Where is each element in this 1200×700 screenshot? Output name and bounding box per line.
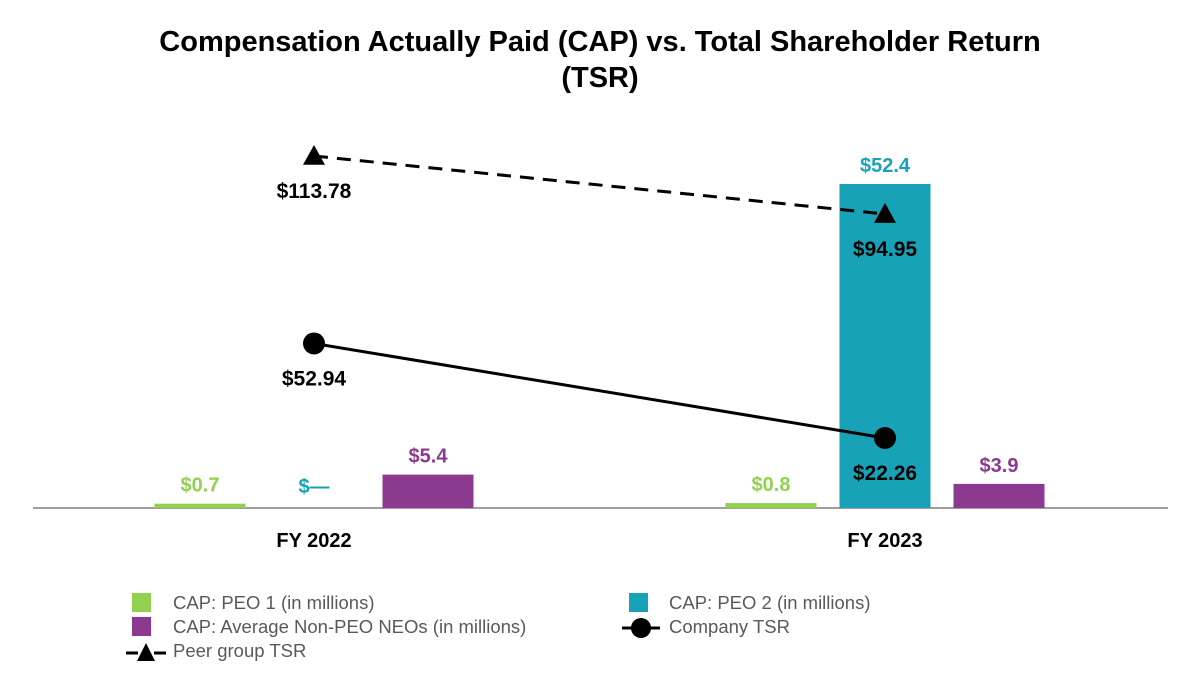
data-label-cap-peo-1-in-millions-fy-2022: $0.7 [181,475,220,497]
chart-title-line-2: (TSR) [561,62,639,94]
data-label-cap-peo-1-in-millions-fy-2023: $0.8 [752,474,791,496]
data-label-company-tsr-fy-2022: $52.94 [282,367,347,390]
data-label-company-tsr-fy-2023: $22.26 [853,462,917,485]
x-tick-label-fy-2023: FY 2023 [847,530,922,552]
data-label-cap-average-non-peo-neos-in-millions-fy-2023: $3.9 [980,455,1019,477]
data-label-cap-peo-2-in-millions-fy-2022: $— [298,476,329,498]
data-label-peer-group-tsr-fy-2023: $94.95 [853,238,918,261]
data-label-peer-group-tsr-fy-2022: $113.78 [277,180,352,203]
x-tick-label-fy-2022: FY 2022 [276,530,351,552]
bar-cap-average-non-peo-neos-in-millions-fy-2023 [953,483,1045,508]
line-peer-group-tsr [313,154,886,216]
data-label-cap-peo-2-in-millions-fy-2023: $52.4 [860,155,911,177]
chart-title-line-1: Compensation Actually Paid (CAP) vs. Tot… [159,26,1041,58]
marker-company-tsr-fy-2022 [303,332,325,355]
chart-title: Compensation Actually Paid (CAP) vs. Tot… [0,24,1200,96]
marker-peer-group-tsr-fy-2023 [874,203,896,223]
bar-cap-average-non-peo-neos-in-millions-fy-2022 [382,474,474,508]
marker-company-tsr-fy-2023 [874,427,896,449]
bar-cap-peo-1-in-millions-fy-2022 [154,503,246,508]
data-label-cap-average-non-peo-neos-in-millions-fy-2022: $5.4 [409,446,449,468]
line-company-tsr [313,341,886,440]
bar-cap-peo-1-in-millions-fy-2023 [725,503,817,508]
bar-cap-peo-2-in-millions-fy-2023 [839,184,931,508]
marker-peer-group-tsr-fy-2022 [303,145,325,165]
